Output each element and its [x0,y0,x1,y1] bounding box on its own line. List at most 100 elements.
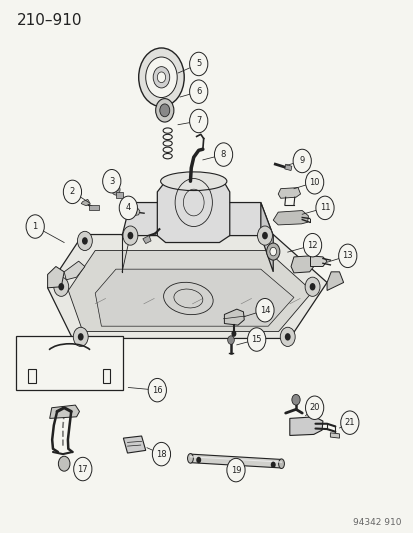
Text: 12: 12 [306,241,317,249]
Text: 210–910: 210–910 [17,13,82,28]
Polygon shape [81,199,90,206]
Circle shape [157,72,165,83]
Polygon shape [95,269,293,326]
Bar [116,192,123,198]
Circle shape [54,277,69,296]
Circle shape [291,394,299,405]
Bar [102,369,110,383]
Text: 5: 5 [196,60,201,68]
Polygon shape [190,454,281,468]
Text: 4: 4 [126,204,131,212]
Circle shape [112,184,120,195]
Circle shape [309,283,315,290]
Circle shape [102,169,121,193]
Circle shape [189,109,207,133]
Polygon shape [290,256,313,273]
Text: 14: 14 [259,306,270,314]
Circle shape [82,237,88,245]
Polygon shape [260,203,273,272]
Polygon shape [157,181,229,243]
Text: 6: 6 [196,87,201,96]
Text: 1: 1 [33,222,38,231]
Circle shape [127,232,133,239]
Text: 20: 20 [309,403,319,412]
Polygon shape [47,266,64,288]
Polygon shape [68,251,312,332]
Circle shape [155,99,173,122]
Polygon shape [47,235,326,338]
Circle shape [257,226,272,245]
Text: 17: 17 [77,465,88,473]
Circle shape [153,67,169,88]
Text: 21: 21 [344,418,354,427]
Circle shape [266,243,279,260]
Circle shape [78,333,83,341]
Text: 2: 2 [70,188,75,196]
Text: 18: 18 [156,450,166,458]
Polygon shape [330,433,339,438]
Circle shape [152,442,170,466]
Text: 16: 16 [152,386,162,394]
Polygon shape [50,405,79,418]
Text: 11: 11 [319,204,330,212]
Circle shape [138,48,184,107]
Circle shape [189,52,207,76]
Ellipse shape [278,459,284,469]
Polygon shape [64,261,85,280]
Polygon shape [284,164,291,171]
Polygon shape [273,211,308,225]
Circle shape [148,378,166,402]
Bar [28,369,36,383]
Circle shape [227,336,234,344]
Circle shape [214,143,232,166]
Polygon shape [310,256,326,266]
Text: 19: 19 [230,466,241,474]
Circle shape [159,104,169,117]
Text: 3: 3 [109,177,114,185]
Circle shape [280,327,294,346]
Circle shape [303,233,321,257]
Circle shape [284,333,290,341]
Circle shape [305,396,323,419]
Circle shape [26,215,44,238]
FancyBboxPatch shape [16,336,123,390]
Circle shape [304,277,319,296]
Ellipse shape [187,454,193,463]
Circle shape [270,462,275,468]
Circle shape [305,171,323,194]
Text: 15: 15 [251,335,261,344]
Circle shape [340,411,358,434]
Circle shape [58,456,70,471]
Polygon shape [278,188,300,198]
Polygon shape [289,417,322,435]
Ellipse shape [160,172,226,190]
Circle shape [77,231,92,251]
Polygon shape [131,208,140,216]
Circle shape [73,327,88,346]
Polygon shape [224,309,244,325]
Text: 8: 8 [221,150,225,159]
Text: 94342 910: 94342 910 [352,518,401,527]
Circle shape [269,247,276,256]
Circle shape [247,328,265,351]
Circle shape [123,226,138,245]
Text: 13: 13 [342,252,352,260]
Circle shape [226,458,244,482]
Circle shape [292,149,311,173]
Circle shape [338,244,356,268]
Text: 7: 7 [196,117,201,125]
Circle shape [255,298,273,322]
Circle shape [119,196,137,220]
Circle shape [63,180,81,204]
Polygon shape [326,272,343,290]
Polygon shape [123,436,145,453]
Polygon shape [142,236,151,244]
Circle shape [145,57,177,98]
Circle shape [261,232,267,239]
Circle shape [189,80,207,103]
Text: 10: 10 [309,178,319,187]
Circle shape [315,196,333,220]
Circle shape [74,457,92,481]
Bar [89,205,99,210]
Text: 9: 9 [299,157,304,165]
